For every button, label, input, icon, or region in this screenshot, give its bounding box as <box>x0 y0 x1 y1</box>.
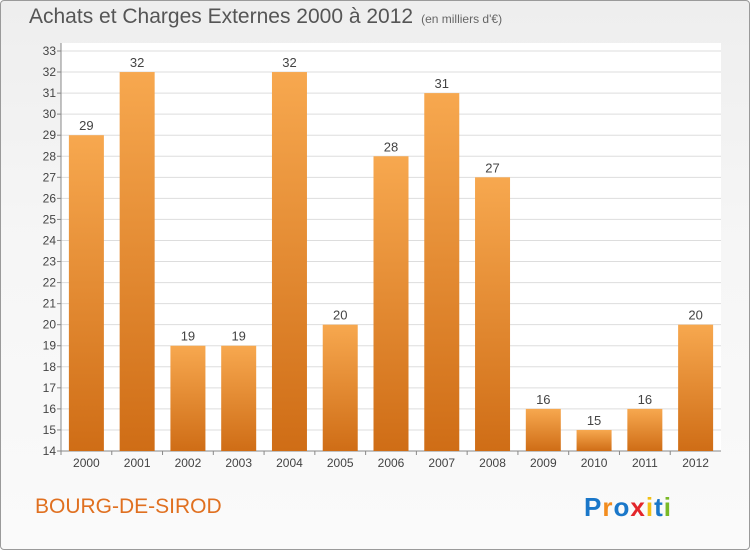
y-tick-label: 33 <box>43 44 57 58</box>
logo-letter: r <box>602 492 614 522</box>
bar-value-label: 19 <box>181 329 195 344</box>
title-row: Achats et Charges Externes 2000 à 2012 (e… <box>29 5 502 29</box>
x-tick-label: 2009 <box>530 456 557 470</box>
bar <box>627 408 663 451</box>
x-tick-label: 2007 <box>428 456 455 470</box>
bar <box>525 408 561 451</box>
y-tick-label: 23 <box>43 255 57 269</box>
x-tick-label: 2003 <box>225 456 252 470</box>
x-tick-label: 2002 <box>175 456 202 470</box>
y-tick-label: 32 <box>43 65 57 79</box>
y-tick-label: 14 <box>43 444 57 458</box>
chart-unit: (en milliers d'€) <box>421 12 503 26</box>
y-tick-label: 26 <box>43 191 57 205</box>
y-tick-label: 19 <box>43 339 57 353</box>
x-tick-label: 2010 <box>581 456 608 470</box>
bar-value-label: 20 <box>333 308 347 323</box>
bar <box>678 324 714 451</box>
x-tick-label: 2000 <box>73 456 100 470</box>
y-tick-label: 18 <box>43 360 57 374</box>
bar-value-label: 32 <box>130 55 144 70</box>
y-tick-label: 17 <box>43 381 57 395</box>
bar <box>373 156 409 451</box>
bar <box>424 93 460 452</box>
logo-letter: P <box>584 492 603 522</box>
bar <box>576 429 612 451</box>
y-tick-label: 29 <box>43 128 57 142</box>
bar-value-label: 31 <box>435 76 449 91</box>
logo-letter: x <box>630 492 646 522</box>
y-tick-label: 25 <box>43 212 57 226</box>
y-tick-label: 30 <box>43 107 57 121</box>
bar <box>322 324 358 451</box>
bar-value-label: 27 <box>485 160 499 175</box>
bar-value-label: 28 <box>384 139 398 154</box>
logo-letter: i <box>663 492 672 522</box>
proxiti-logo: Proxiti <box>584 492 672 523</box>
y-tick-label: 22 <box>43 276 57 290</box>
bar-value-label: 19 <box>231 329 245 344</box>
y-tick-label: 28 <box>43 149 57 163</box>
y-tick-label: 31 <box>43 86 57 100</box>
logo-letter: i <box>645 492 655 522</box>
x-tick-label: 2005 <box>327 456 354 470</box>
logo-letter: o <box>613 492 631 522</box>
bar <box>475 177 511 451</box>
bar-value-label: 32 <box>282 55 296 70</box>
bar <box>68 135 104 452</box>
y-tick-label: 15 <box>43 423 57 437</box>
bar-value-label: 15 <box>587 413 601 428</box>
bar-value-label: 16 <box>638 392 652 407</box>
bar-value-label: 16 <box>536 392 550 407</box>
bar <box>271 72 307 451</box>
y-tick-label: 27 <box>43 170 57 184</box>
x-tick-label: 2012 <box>682 456 709 470</box>
bar <box>119 72 155 451</box>
x-tick-label: 2008 <box>479 456 506 470</box>
chart-title: Achats et Charges Externes 2000 à 2012 <box>29 5 414 28</box>
bar <box>170 345 206 451</box>
x-tick-label: 2011 <box>632 456 658 470</box>
y-tick-label: 21 <box>43 297 57 311</box>
y-tick-label: 16 <box>43 402 57 416</box>
place-name: BOURG-DE-SIROD <box>35 495 222 518</box>
y-tick-label: 24 <box>43 233 57 247</box>
logo-letter: t <box>654 492 664 522</box>
bar-value-label: 20 <box>688 308 702 323</box>
y-tick-label: 20 <box>43 318 57 332</box>
x-tick-label: 2001 <box>124 456 151 470</box>
bar <box>221 345 257 451</box>
x-tick-label: 2006 <box>378 456 405 470</box>
x-tick-label: 2004 <box>276 456 303 470</box>
bar-value-label: 29 <box>79 118 93 133</box>
